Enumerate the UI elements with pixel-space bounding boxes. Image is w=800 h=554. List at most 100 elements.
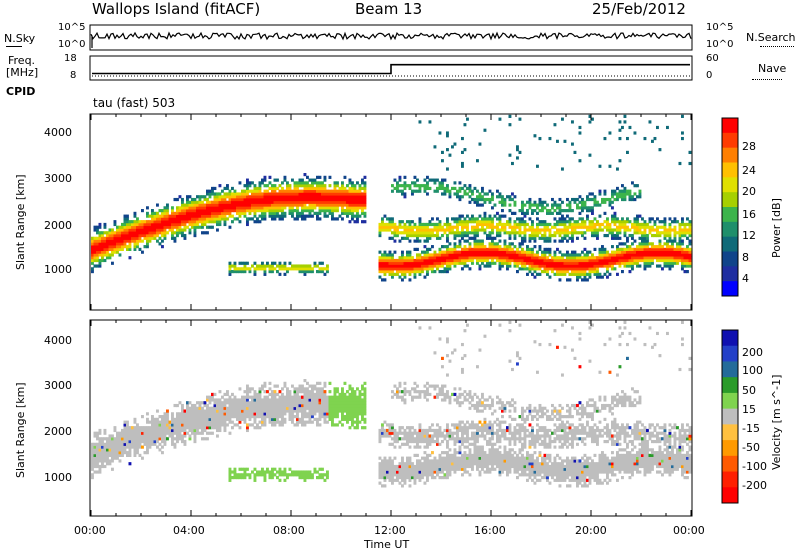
power-cell (301, 264, 304, 268)
power-cell (141, 222, 144, 227)
power-cell (541, 256, 544, 260)
velocity-cell (133, 434, 137, 438)
power-cell (668, 261, 672, 265)
power-cell (541, 220, 544, 224)
power-cell (526, 228, 529, 232)
power-cell (311, 192, 314, 196)
power-cell (488, 250, 492, 254)
power-cell (618, 253, 622, 257)
power-cell (128, 225, 132, 229)
power-cell (551, 211, 554, 215)
power-cell (583, 275, 587, 279)
power-cell (686, 217, 689, 221)
power-cell (683, 225, 687, 229)
velocity-cell (226, 406, 229, 410)
power-cell (456, 261, 459, 265)
power-cell (228, 211, 232, 215)
velocity-cell (276, 470, 279, 474)
power-cell (193, 203, 197, 207)
power-cell (546, 209, 549, 213)
velocity-cell (178, 412, 182, 416)
power-cell (503, 245, 507, 249)
power-cell (516, 270, 519, 274)
power-cell (401, 192, 404, 196)
power-cell (228, 206, 232, 210)
velocity-cell (108, 459, 112, 463)
power-cell (556, 228, 559, 232)
power-cell (663, 233, 667, 238)
velocity-cell (93, 464, 97, 469)
power-cell (161, 214, 164, 218)
power-cell (416, 258, 419, 263)
power-cell (386, 270, 389, 274)
power-cell (226, 206, 229, 210)
power-cell (231, 192, 234, 196)
power-cell (468, 195, 472, 199)
velocity-cell (253, 476, 257, 480)
velocity-cell (148, 426, 152, 430)
power-cell (388, 267, 392, 271)
power-cell (683, 270, 687, 274)
power-cell (533, 253, 537, 257)
power-cell (601, 256, 604, 260)
power-cell (138, 225, 142, 229)
power-cell (401, 253, 404, 257)
power-cell (658, 242, 662, 246)
velocity-cell (186, 401, 189, 405)
velocity-cell (351, 398, 354, 402)
power-cell (363, 181, 367, 185)
velocity-cell (116, 439, 119, 444)
power-cell (281, 217, 284, 221)
velocity-cell (121, 439, 124, 444)
power-cell (136, 233, 139, 238)
power-cell (226, 192, 229, 196)
power-cell (336, 192, 339, 196)
power-cell (646, 256, 649, 260)
velocity-cell (333, 390, 337, 394)
power-cell (123, 225, 127, 229)
power-cell (271, 203, 274, 207)
power-cell (506, 220, 509, 224)
power-cell (216, 206, 219, 210)
power-cell (403, 275, 407, 279)
velocity-cell (208, 415, 212, 419)
power-cell (558, 272, 562, 276)
velocity-cell (321, 406, 324, 410)
power-cell (113, 250, 117, 254)
power-cell (263, 264, 267, 268)
power-cell (166, 209, 169, 213)
power-cell (298, 203, 302, 207)
power-cell (321, 200, 324, 204)
power-cell (271, 195, 274, 199)
power-cell (158, 231, 162, 235)
power-cell (561, 261, 564, 265)
velocity-cell (233, 398, 237, 402)
velocity-cell (401, 390, 404, 394)
velocity-cell (343, 381, 347, 385)
power-cell (578, 159, 582, 163)
velocity-cell (193, 412, 197, 416)
power-cell (546, 258, 549, 263)
power-cell (216, 228, 219, 232)
velocity-cell (343, 401, 347, 405)
power-cell (151, 217, 154, 221)
power-cell (476, 189, 479, 193)
power-cell (671, 250, 674, 254)
power-cell (288, 209, 292, 213)
power-cell (526, 250, 529, 254)
velocity-cell (323, 415, 327, 419)
power-cell (378, 275, 382, 279)
velocity-cell (163, 439, 167, 444)
power-cell (381, 267, 384, 271)
velocity-cell (211, 409, 214, 413)
velocity-cell (161, 420, 164, 424)
velocity-cell (393, 434, 397, 438)
velocity-cell (343, 409, 347, 413)
power-cell (286, 186, 289, 191)
velocity-cell (398, 395, 402, 399)
velocity-cell (228, 395, 232, 399)
velocity-cell (281, 415, 284, 419)
power-cell (328, 189, 332, 193)
power-cell (246, 203, 249, 207)
power-cell (528, 217, 532, 221)
